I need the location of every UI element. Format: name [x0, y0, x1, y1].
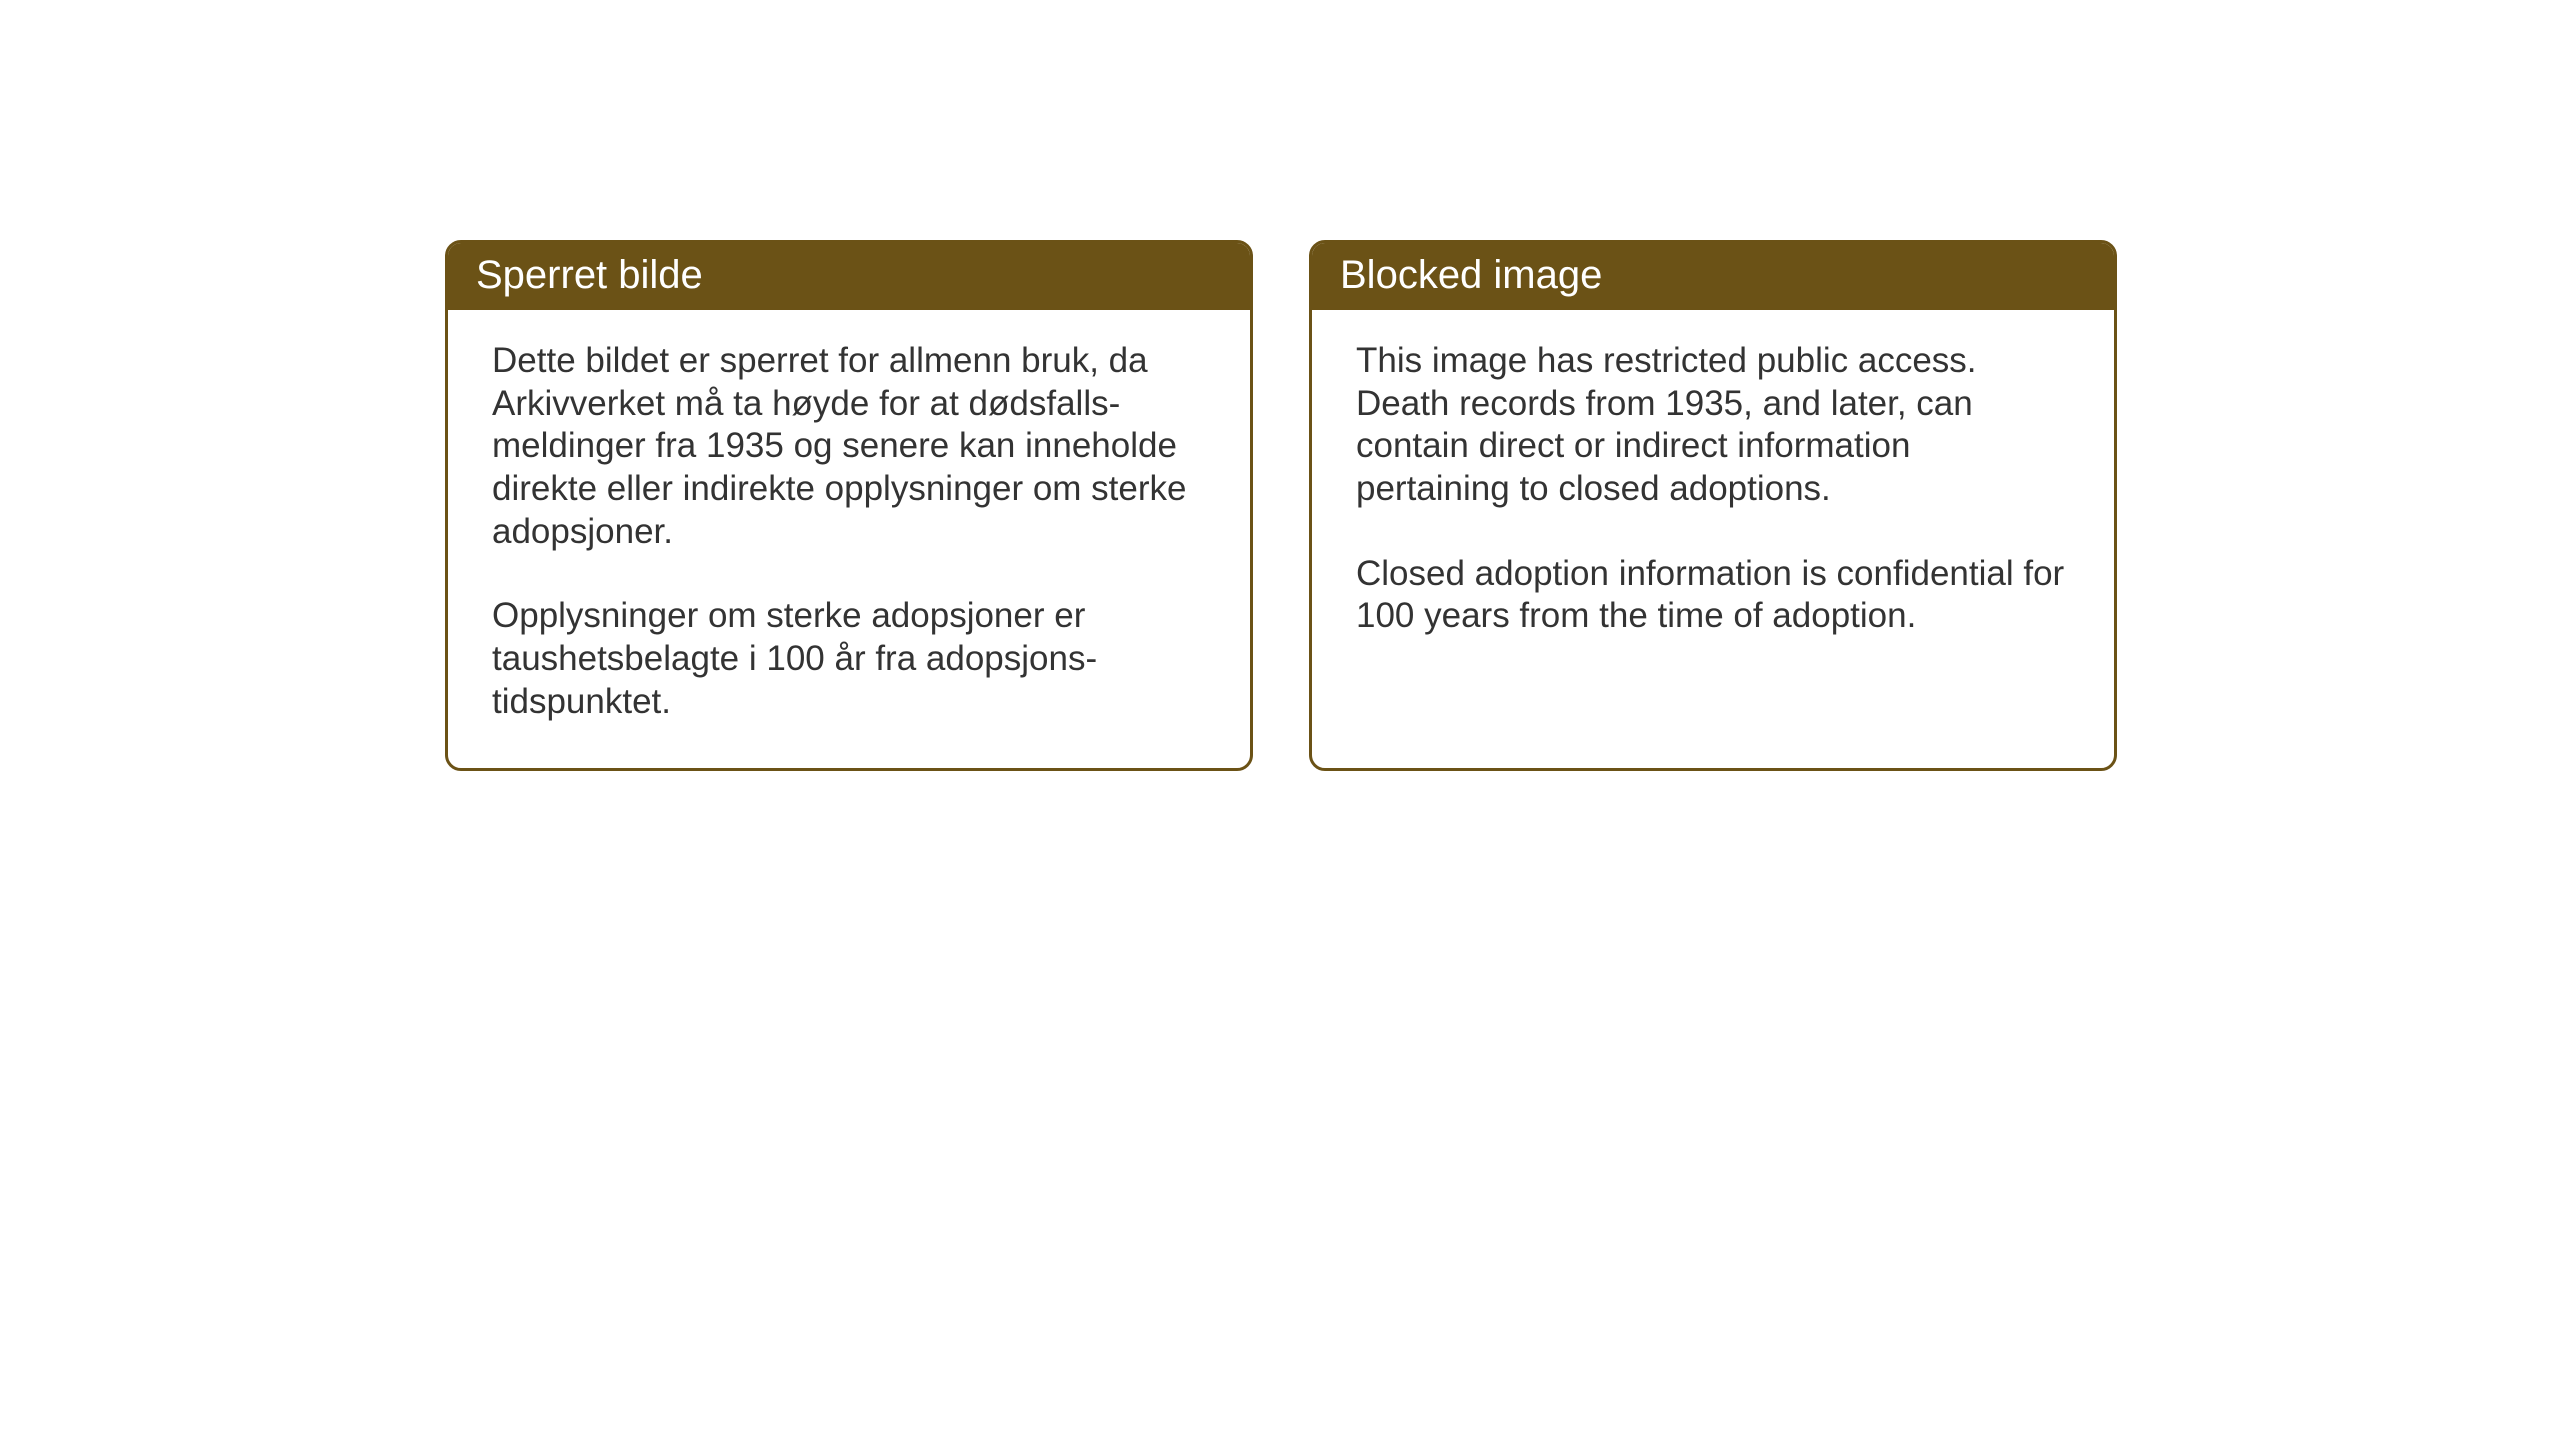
- notice-container: Sperret bilde Dette bildet er sperret fo…: [445, 240, 2117, 771]
- card-paragraph-2-english: Closed adoption information is confident…: [1356, 553, 2070, 638]
- notice-card-norwegian: Sperret bilde Dette bildet er sperret fo…: [445, 240, 1253, 771]
- card-header-norwegian: Sperret bilde: [448, 243, 1250, 310]
- notice-card-english: Blocked image This image has restricted …: [1309, 240, 2117, 771]
- card-paragraph-2-norwegian: Opplysninger om sterke adopsjoner er tau…: [492, 595, 1206, 723]
- card-header-english: Blocked image: [1312, 243, 2114, 310]
- card-title-norwegian: Sperret bilde: [476, 253, 703, 297]
- card-body-norwegian: Dette bildet er sperret for allmenn bruk…: [448, 310, 1250, 768]
- card-title-english: Blocked image: [1340, 253, 1602, 297]
- card-body-english: This image has restricted public access.…: [1312, 310, 2114, 730]
- card-paragraph-1-english: This image has restricted public access.…: [1356, 340, 2070, 511]
- card-paragraph-1-norwegian: Dette bildet er sperret for allmenn bruk…: [492, 340, 1206, 553]
